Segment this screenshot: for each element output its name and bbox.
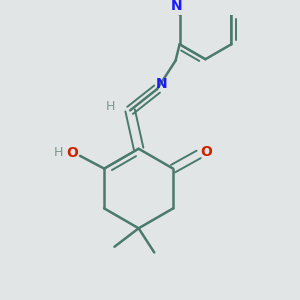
Text: N: N [156, 77, 167, 91]
Text: O: O [66, 146, 78, 160]
Text: H: H [54, 146, 63, 160]
Text: O: O [200, 145, 212, 159]
Text: N: N [171, 0, 182, 13]
Text: H: H [106, 100, 115, 112]
